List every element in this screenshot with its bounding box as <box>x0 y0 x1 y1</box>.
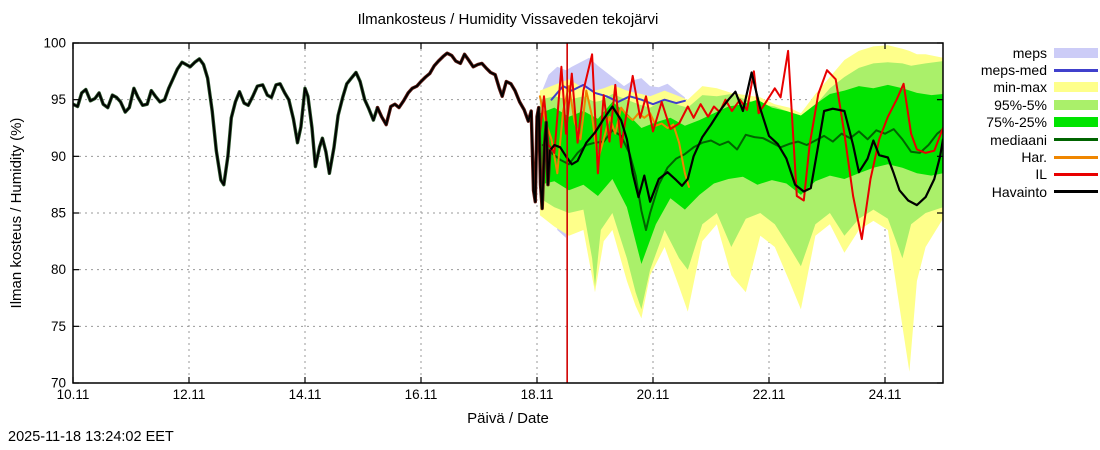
legend-label: mediaani <box>990 131 1047 148</box>
series-Havainto-forecast <box>548 71 943 207</box>
legend-label: 95%-5% <box>994 96 1047 113</box>
x-tick-label: 22.11 <box>753 387 786 402</box>
legend-item-meps-med: meps-med <box>948 61 1098 78</box>
legend-item-min-max: min-max <box>948 79 1098 96</box>
x-tick-label: 24.11 <box>869 387 902 402</box>
band-75%-25% <box>539 84 943 265</box>
series-mediaani <box>541 128 943 231</box>
legend-swatch-line <box>1054 155 1098 159</box>
legend-label: meps-med <box>980 62 1047 79</box>
x-tick-label: 16.11 <box>405 387 438 402</box>
chart-title: Ilmankosteus / Humidity Vissaveden tekoj… <box>357 11 659 28</box>
legend-label: min-max <box>993 79 1047 96</box>
x-tick-label: 14.11 <box>289 387 322 402</box>
chart-legend: meps meps-med min-max 95%-5% 75%-25% mediaani… <box>948 44 1098 201</box>
legend-item-mediaani: mediaani <box>948 131 1098 148</box>
series-Havainto <box>73 52 551 210</box>
legend-label: 75%-25% <box>986 114 1047 131</box>
legend-swatch-band <box>1054 99 1098 110</box>
y-tick-label: 80 <box>51 262 66 277</box>
legend-item-havainto: Havainto <box>948 183 1098 200</box>
x-tick-label: 18.11 <box>521 387 554 402</box>
y-tick-label: 70 <box>51 376 66 391</box>
legend-swatch-line <box>1054 68 1098 72</box>
y-tick-label: 100 <box>43 36 66 51</box>
legend-swatch-band <box>1054 47 1098 58</box>
y-tick-label: 90 <box>51 149 66 164</box>
legend-label: Har. <box>1021 149 1047 166</box>
x-tick-label: 20.11 <box>637 387 670 402</box>
y-tick-label: 85 <box>51 206 66 221</box>
legend-item-il: IL <box>948 166 1098 183</box>
series-meps-med <box>550 83 686 106</box>
legend-label: IL <box>1035 166 1047 183</box>
legend-item-har-: Har. <box>948 148 1098 165</box>
legend-label: Havainto <box>991 183 1047 200</box>
y-tick-label: 95 <box>51 92 66 107</box>
legend-item-95-5-: 95%-5% <box>948 96 1098 113</box>
x-tick-label: 12.11 <box>173 387 206 402</box>
legend-swatch-line <box>1054 190 1098 194</box>
legend-item-75-25-: 75%-25% <box>948 114 1098 131</box>
y-tick-label: 75 <box>51 319 66 334</box>
x-axis-label: Päivä / Date <box>467 410 549 427</box>
legend-swatch-line <box>1054 172 1098 176</box>
chart-timestamp: 2025-11-18 13:24:02 EET <box>8 429 174 445</box>
series-Har. <box>538 85 690 188</box>
series-halo-Havainto <box>375 51 552 211</box>
legend-swatch-band <box>1054 82 1098 93</box>
series-halo-Havainto <box>73 57 380 187</box>
x-tick-label: 10.11 <box>57 387 90 402</box>
legend-label: meps <box>1012 44 1047 61</box>
legend-swatch-band <box>1054 117 1098 128</box>
legend-swatch-line <box>1054 138 1098 142</box>
legend-item-meps: meps <box>948 44 1098 61</box>
